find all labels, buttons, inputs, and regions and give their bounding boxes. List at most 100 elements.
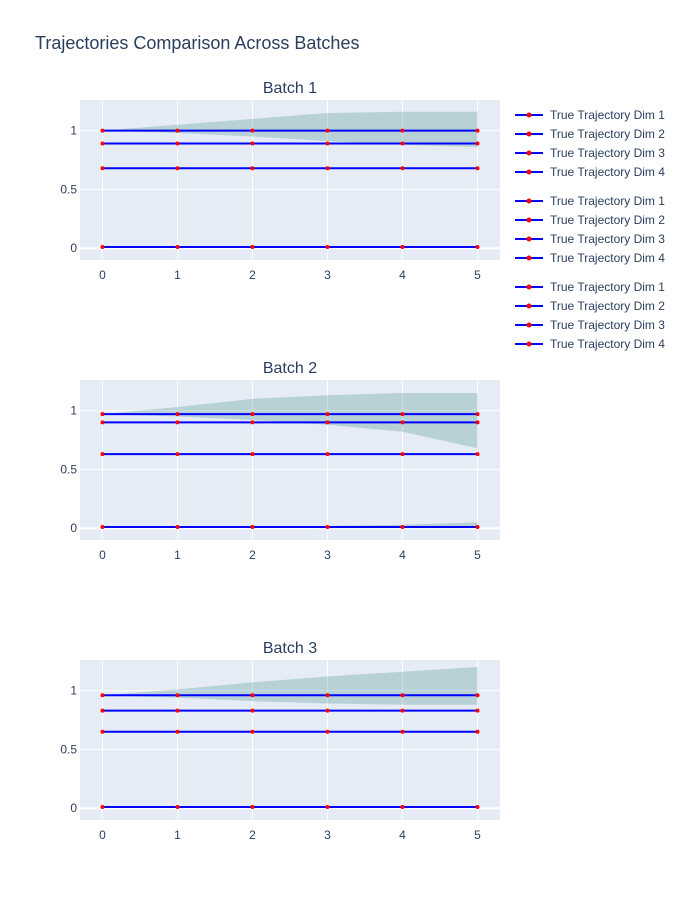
confidence-band-1 bbox=[102, 392, 478, 449]
legend-item[interactable]: True Trajectory Dim 3 bbox=[513, 230, 700, 249]
data-point bbox=[100, 452, 105, 457]
data-point bbox=[250, 729, 255, 734]
legend-item[interactable]: True Trajectory Dim 4 bbox=[513, 335, 700, 354]
data-point bbox=[250, 141, 255, 146]
legend-item[interactable]: True Trajectory Dim 3 bbox=[513, 144, 700, 163]
subplot-title: Batch 2 bbox=[263, 360, 317, 377]
x-tick-label: 1 bbox=[174, 548, 181, 562]
data-point bbox=[400, 128, 405, 133]
legend-item[interactable]: True Trajectory Dim 4 bbox=[513, 249, 700, 268]
data-point bbox=[175, 412, 180, 417]
confidence-band-1 bbox=[102, 111, 478, 148]
legend-group-3: True Trajectory Dim 1 True Trajectory Dim… bbox=[513, 278, 700, 354]
legend-swatch-icon bbox=[515, 322, 543, 328]
x-tick-label: 1 bbox=[174, 268, 181, 282]
legend-swatch-icon bbox=[515, 236, 543, 242]
batch-2-panel: 0 1 2 3 4 5 0 0.5 1 Batch 2 bbox=[60, 360, 500, 562]
data-point bbox=[475, 166, 480, 171]
legend-swatch-icon bbox=[515, 198, 543, 204]
legend-item[interactable]: True Trajectory Dim 2 bbox=[513, 297, 700, 316]
data-point bbox=[400, 420, 405, 425]
data-point bbox=[175, 166, 180, 171]
legend-label: True Trajectory Dim 1 bbox=[550, 280, 665, 294]
legend-item[interactable]: True Trajectory Dim 2 bbox=[513, 211, 700, 230]
data-point bbox=[100, 141, 105, 146]
legend-item[interactable]: True Trajectory Dim 1 bbox=[513, 278, 700, 297]
data-point bbox=[175, 420, 180, 425]
y-tick-label: 0.5 bbox=[60, 182, 77, 196]
data-point bbox=[100, 420, 105, 425]
x-tick-label: 2 bbox=[249, 268, 256, 282]
x-tick-label: 4 bbox=[399, 268, 406, 282]
data-point bbox=[100, 412, 105, 417]
data-point bbox=[100, 245, 105, 250]
data-point bbox=[325, 166, 330, 171]
legend-swatch-icon bbox=[515, 255, 543, 261]
legend[interactable]: True Trajectory Dim 1 True Trajectory Dim… bbox=[513, 106, 700, 364]
data-point bbox=[475, 452, 480, 457]
data-point bbox=[250, 420, 255, 425]
legend-item[interactable]: True Trajectory Dim 1 bbox=[513, 192, 700, 211]
x-tick-label: 1 bbox=[174, 828, 181, 842]
legend-item[interactable]: True Trajectory Dim 3 bbox=[513, 316, 700, 335]
data-point bbox=[475, 729, 480, 734]
data-point bbox=[325, 693, 330, 698]
legend-label: True Trajectory Dim 1 bbox=[550, 194, 665, 208]
batch-1-panel: 0 1 2 3 4 5 0 0.5 1 Batch 1 bbox=[60, 80, 500, 282]
x-tick-label: 2 bbox=[249, 548, 256, 562]
data-point bbox=[325, 452, 330, 457]
chart-main-title: Trajectories Comparison Across Batches bbox=[35, 33, 360, 53]
legend-item[interactable]: True Trajectory Dim 2 bbox=[513, 125, 700, 144]
legend-label: True Trajectory Dim 4 bbox=[550, 251, 665, 265]
x-tick-label: 0 bbox=[99, 548, 106, 562]
legend-swatch-icon bbox=[515, 217, 543, 223]
data-point bbox=[325, 525, 330, 530]
data-point bbox=[400, 452, 405, 457]
data-point bbox=[250, 166, 255, 171]
data-point bbox=[175, 708, 180, 713]
y-tick-label: 0 bbox=[70, 241, 77, 255]
batch-3-panel: 0 1 2 3 4 5 0 0.5 1 Batch 3 bbox=[60, 640, 500, 842]
data-point bbox=[475, 525, 480, 530]
data-point bbox=[250, 693, 255, 698]
data-point bbox=[175, 729, 180, 734]
data-point bbox=[100, 805, 105, 810]
data-point bbox=[475, 805, 480, 810]
data-point bbox=[100, 693, 105, 698]
x-tick-label: 5 bbox=[474, 268, 481, 282]
data-point bbox=[400, 805, 405, 810]
plot-area bbox=[80, 380, 500, 540]
data-point bbox=[325, 729, 330, 734]
data-point bbox=[475, 141, 480, 146]
legend-item[interactable]: True Trajectory Dim 4 bbox=[513, 163, 700, 182]
data-point bbox=[400, 729, 405, 734]
x-tick-label: 3 bbox=[324, 548, 331, 562]
data-point bbox=[250, 452, 255, 457]
data-point bbox=[325, 805, 330, 810]
x-tick-label: 3 bbox=[324, 828, 331, 842]
legend-swatch-icon bbox=[515, 150, 543, 156]
data-point bbox=[100, 128, 105, 133]
legend-label: True Trajectory Dim 1 bbox=[550, 108, 665, 122]
data-point bbox=[400, 525, 405, 530]
y-tick-label: 1 bbox=[70, 124, 77, 138]
y-tick-label: 0.5 bbox=[60, 462, 77, 476]
legend-swatch-icon bbox=[515, 112, 543, 118]
legend-swatch-icon bbox=[515, 131, 543, 137]
legend-label: True Trajectory Dim 2 bbox=[550, 127, 665, 141]
legend-item[interactable]: True Trajectory Dim 1 bbox=[513, 106, 700, 125]
subplot-title: Batch 3 bbox=[263, 640, 317, 657]
x-tick-label: 0 bbox=[99, 828, 106, 842]
data-point bbox=[325, 708, 330, 713]
data-point bbox=[175, 805, 180, 810]
data-point bbox=[325, 141, 330, 146]
data-point bbox=[325, 128, 330, 133]
x-tick-label: 4 bbox=[399, 828, 406, 842]
legend-label: True Trajectory Dim 4 bbox=[550, 337, 665, 351]
data-point bbox=[325, 420, 330, 425]
plot-area bbox=[80, 100, 500, 260]
data-point bbox=[400, 412, 405, 417]
data-point bbox=[475, 412, 480, 417]
data-point bbox=[250, 525, 255, 530]
data-point bbox=[325, 245, 330, 250]
